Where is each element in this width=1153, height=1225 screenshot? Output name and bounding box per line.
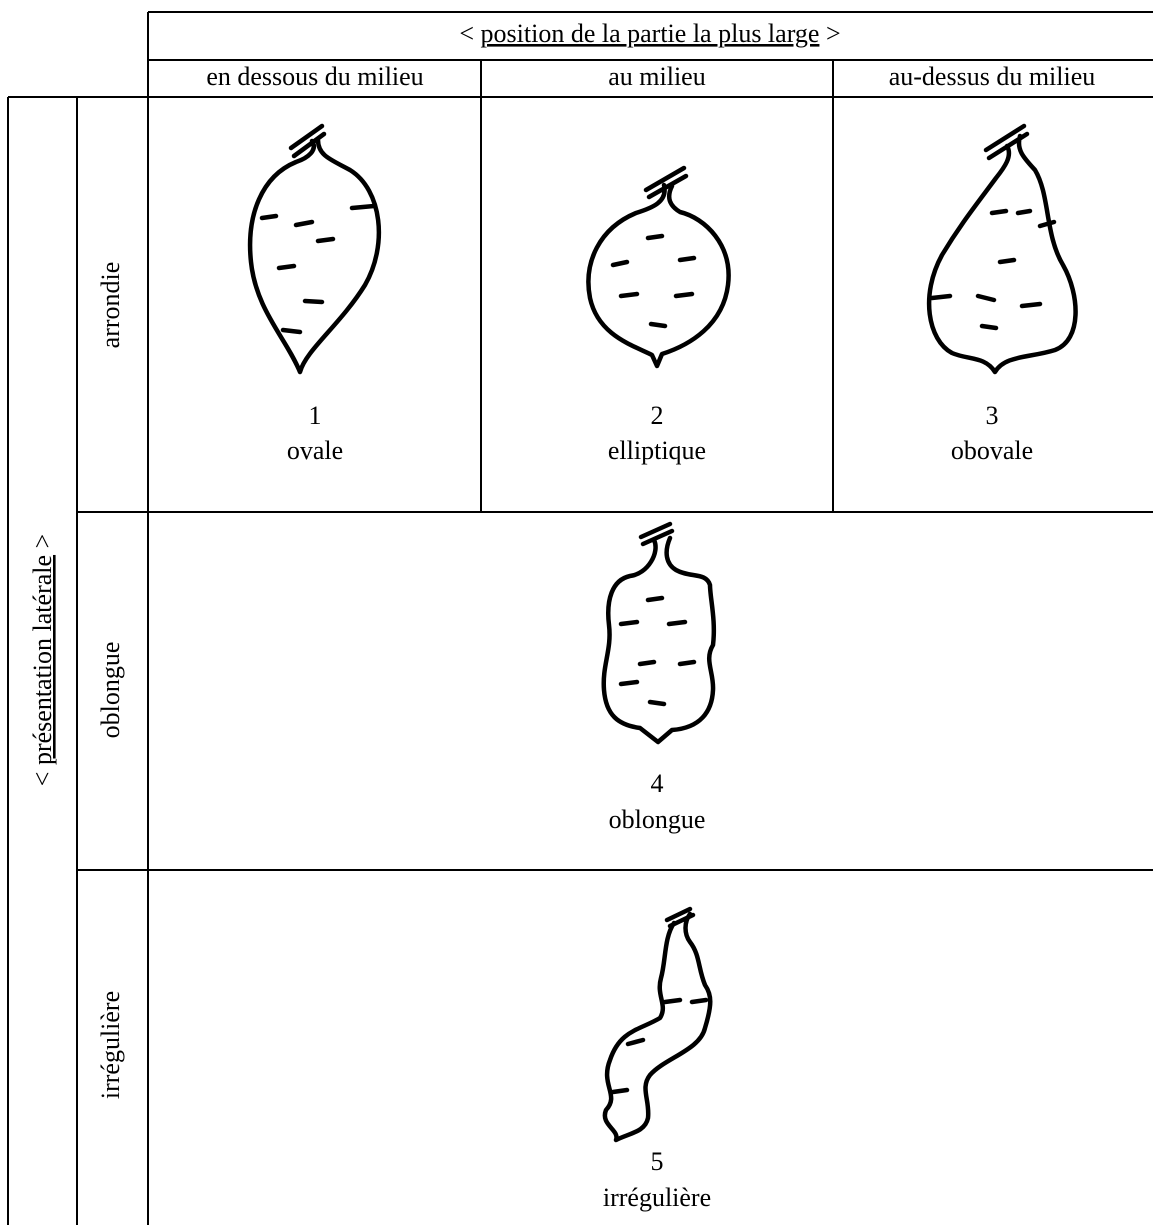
shape-number: 1	[309, 401, 322, 430]
tuber-irreguliere	[602, 906, 713, 1143]
shape-number: 2	[651, 401, 664, 430]
row-label: oblongue	[96, 642, 125, 739]
shape-label: elliptique	[608, 436, 706, 465]
tuber-elliptique	[586, 165, 731, 369]
tuber-ovale	[247, 123, 382, 375]
text-part: >	[826, 19, 841, 48]
side-header: < présentation latérale >	[28, 534, 57, 786]
shape-number: 3	[986, 401, 999, 430]
shape-label: ovale	[287, 436, 343, 465]
shape-label: oblongue	[609, 805, 706, 834]
row-label: arrondie	[96, 262, 125, 349]
row-label: irrégulière	[96, 991, 125, 1099]
column-header: au-dessus du milieu	[889, 62, 1096, 91]
column-header: en dessous du milieu	[206, 62, 423, 91]
column-header: au milieu	[608, 62, 705, 91]
text-part: position de la partie la plus large	[481, 19, 820, 48]
shape-label: irrégulière	[603, 1183, 711, 1212]
text-part: <	[28, 772, 57, 787]
text-part: >	[28, 534, 57, 549]
text-part: présentation latérale	[28, 555, 57, 765]
tuber-obovale	[926, 123, 1078, 375]
text-part: <	[459, 19, 474, 48]
shape-number: 4	[651, 769, 664, 798]
grid	[7, 11, 1153, 1225]
top-header: < position de la partie la plus large >	[459, 19, 840, 48]
shape-label: obovale	[951, 436, 1033, 465]
shape-number: 5	[651, 1147, 664, 1176]
tuber-oblongue	[601, 521, 717, 745]
